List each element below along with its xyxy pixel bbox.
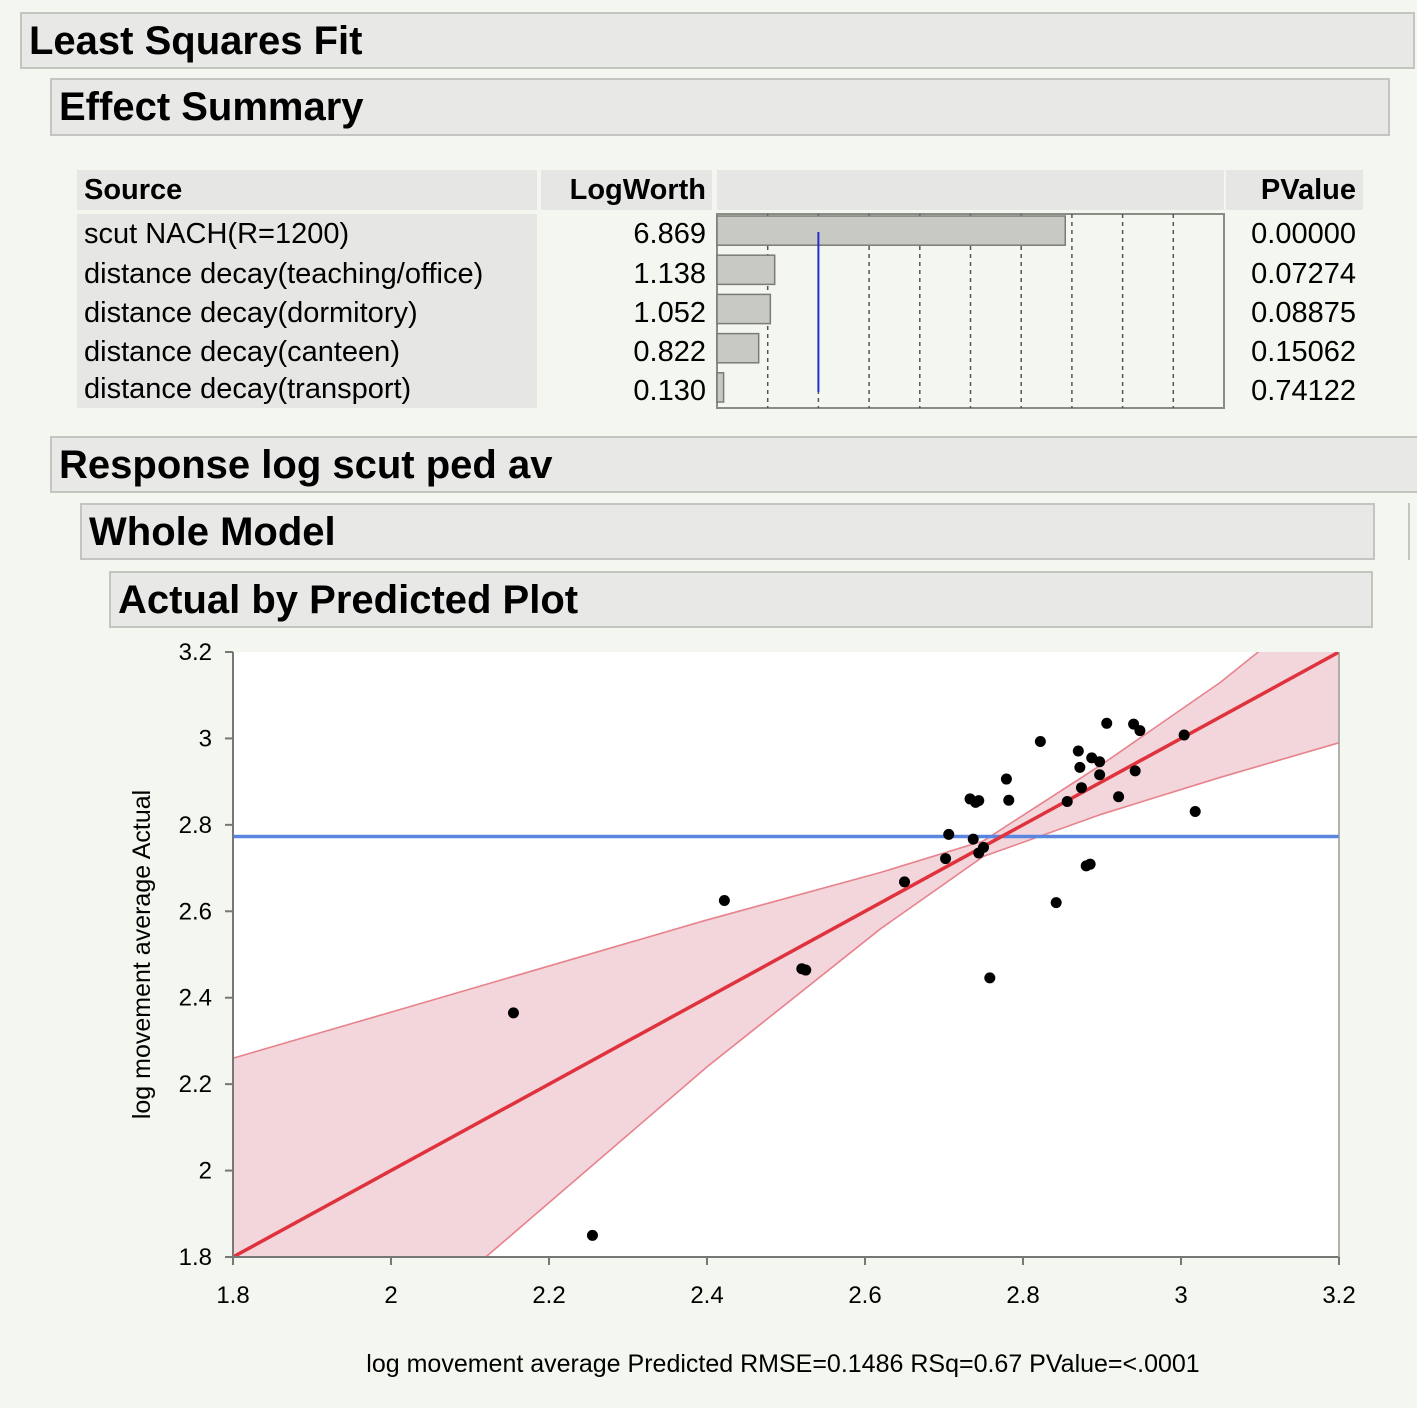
data-point [1094, 756, 1106, 768]
source-cell: distance decay(teaching/office) [77, 254, 537, 294]
logworth-cell: 0.822 [633, 335, 706, 368]
data-point [1134, 725, 1146, 737]
data-point [1129, 765, 1141, 777]
x-tick-label: 2 [384, 1282, 397, 1309]
pvalue-cell: 0.07274 [1251, 257, 1356, 290]
source-cell: distance decay(transport) [77, 371, 537, 408]
y-tick-label: 2.2 [179, 1071, 212, 1098]
confidence-band-lower [485, 741, 1339, 1257]
logworth-bar [716, 332, 760, 364]
effect-summary-title: Effect Summary [59, 85, 364, 129]
data-point [943, 828, 955, 840]
whole-model-header[interactable]: Whole Model [80, 503, 1375, 560]
logworth-cell: 1.052 [633, 296, 706, 329]
pvalue-cell: 0.74122 [1251, 374, 1356, 407]
data-point [1178, 729, 1190, 741]
x-tick-label: 3 [1174, 1282, 1187, 1309]
data-point [899, 876, 910, 888]
logworth-bar [716, 215, 1067, 246]
data-point [973, 795, 985, 807]
y-tick-label: 2.6 [179, 898, 212, 925]
data-point [718, 894, 730, 906]
logworth-cell: 0.130 [633, 374, 706, 407]
least-squares-fit-title: Least Squares Fit [29, 18, 363, 63]
pvalue-cell: 0.15062 [1251, 335, 1356, 368]
pvalue-cell: 0.00000 [1251, 217, 1356, 250]
data-point [1000, 773, 1012, 785]
logworth-bar [716, 372, 725, 403]
x-tick-label: 2.2 [532, 1282, 565, 1309]
fit-line [233, 652, 1339, 1257]
data-point [1050, 897, 1062, 909]
pvalue-cell: 0.08875 [1251, 296, 1356, 329]
y-tick-label: 2 [199, 1158, 212, 1185]
response-title: Response log scut ped av [59, 442, 553, 487]
data-point [1072, 745, 1084, 757]
data-point [1075, 782, 1087, 794]
data-point [1084, 858, 1096, 870]
data-point [978, 841, 989, 853]
actual-by-predicted-title: Actual by Predicted Plot [118, 577, 579, 622]
logworth-cell: 1.138 [633, 257, 706, 290]
data-point [1061, 796, 1073, 808]
x-tick-label: 1.8 [216, 1282, 249, 1309]
data-point [1003, 794, 1015, 806]
column-header-pvalue[interactable]: PValue [1226, 170, 1363, 210]
y-tick-label: 2.8 [179, 812, 212, 839]
x-axis-title: log movement average Predicted RMSE=0.14… [366, 1350, 1199, 1378]
data-point [1113, 791, 1125, 803]
actual-by-predicted-header[interactable]: Actual by Predicted Plot [109, 571, 1373, 628]
column-header-logworth-bar [717, 170, 1224, 210]
least-squares-fit-header[interactable]: Least Squares Fit [20, 12, 1415, 69]
data-point [1094, 769, 1106, 781]
data-point [1101, 717, 1113, 729]
data-point [1074, 761, 1086, 773]
confidence-band-upper [233, 652, 1260, 1059]
data-point [967, 833, 979, 845]
x-tick-label: 3.2 [1322, 1282, 1355, 1309]
data-point [1034, 735, 1046, 747]
x-tick-label: 2.8 [1006, 1282, 1039, 1309]
x-tick-label: 2.4 [690, 1282, 723, 1309]
column-header-logworth[interactable]: LogWorth [541, 170, 712, 210]
data-point [586, 1229, 598, 1241]
y-axis-title: log movement average Actual [128, 790, 156, 1119]
source-cell: distance decay(canteen) [77, 332, 537, 372]
effect-summary-header[interactable]: Effect Summary [50, 78, 1390, 136]
y-tick-label: 1.8 [179, 1244, 212, 1271]
source-cell: distance decay(dormitory) [77, 293, 537, 333]
response-header[interactable]: Response log scut ped av [50, 436, 1417, 493]
logworth-cell: 6.869 [633, 217, 706, 250]
data-point [984, 972, 996, 984]
logworth-bar [716, 254, 776, 286]
source-cell: scut NACH(R=1200) [77, 214, 537, 254]
y-tick-label: 2.4 [179, 985, 212, 1012]
logworth-bar-chart [716, 213, 1225, 409]
data-point [800, 964, 812, 976]
data-point [507, 1007, 519, 1019]
data-point [1189, 805, 1201, 817]
panel-divider [1408, 503, 1410, 560]
data-point [940, 853, 952, 865]
logworth-bar [716, 293, 772, 325]
whole-model-title: Whole Model [89, 509, 336, 554]
y-tick-label: 3.2 [179, 639, 212, 666]
y-tick-label: 3 [199, 725, 212, 752]
x-tick-label: 2.6 [848, 1282, 881, 1309]
column-header-source[interactable]: Source [77, 170, 537, 210]
plot-layer [233, 652, 1339, 1257]
actual-by-predicted-plot: 1.8 2 2.2 2.4 2.6 2.8 3 3.2 1.8 2 2.2 2.4 2.6 2.8 3 3.2… [128, 639, 1356, 1378]
